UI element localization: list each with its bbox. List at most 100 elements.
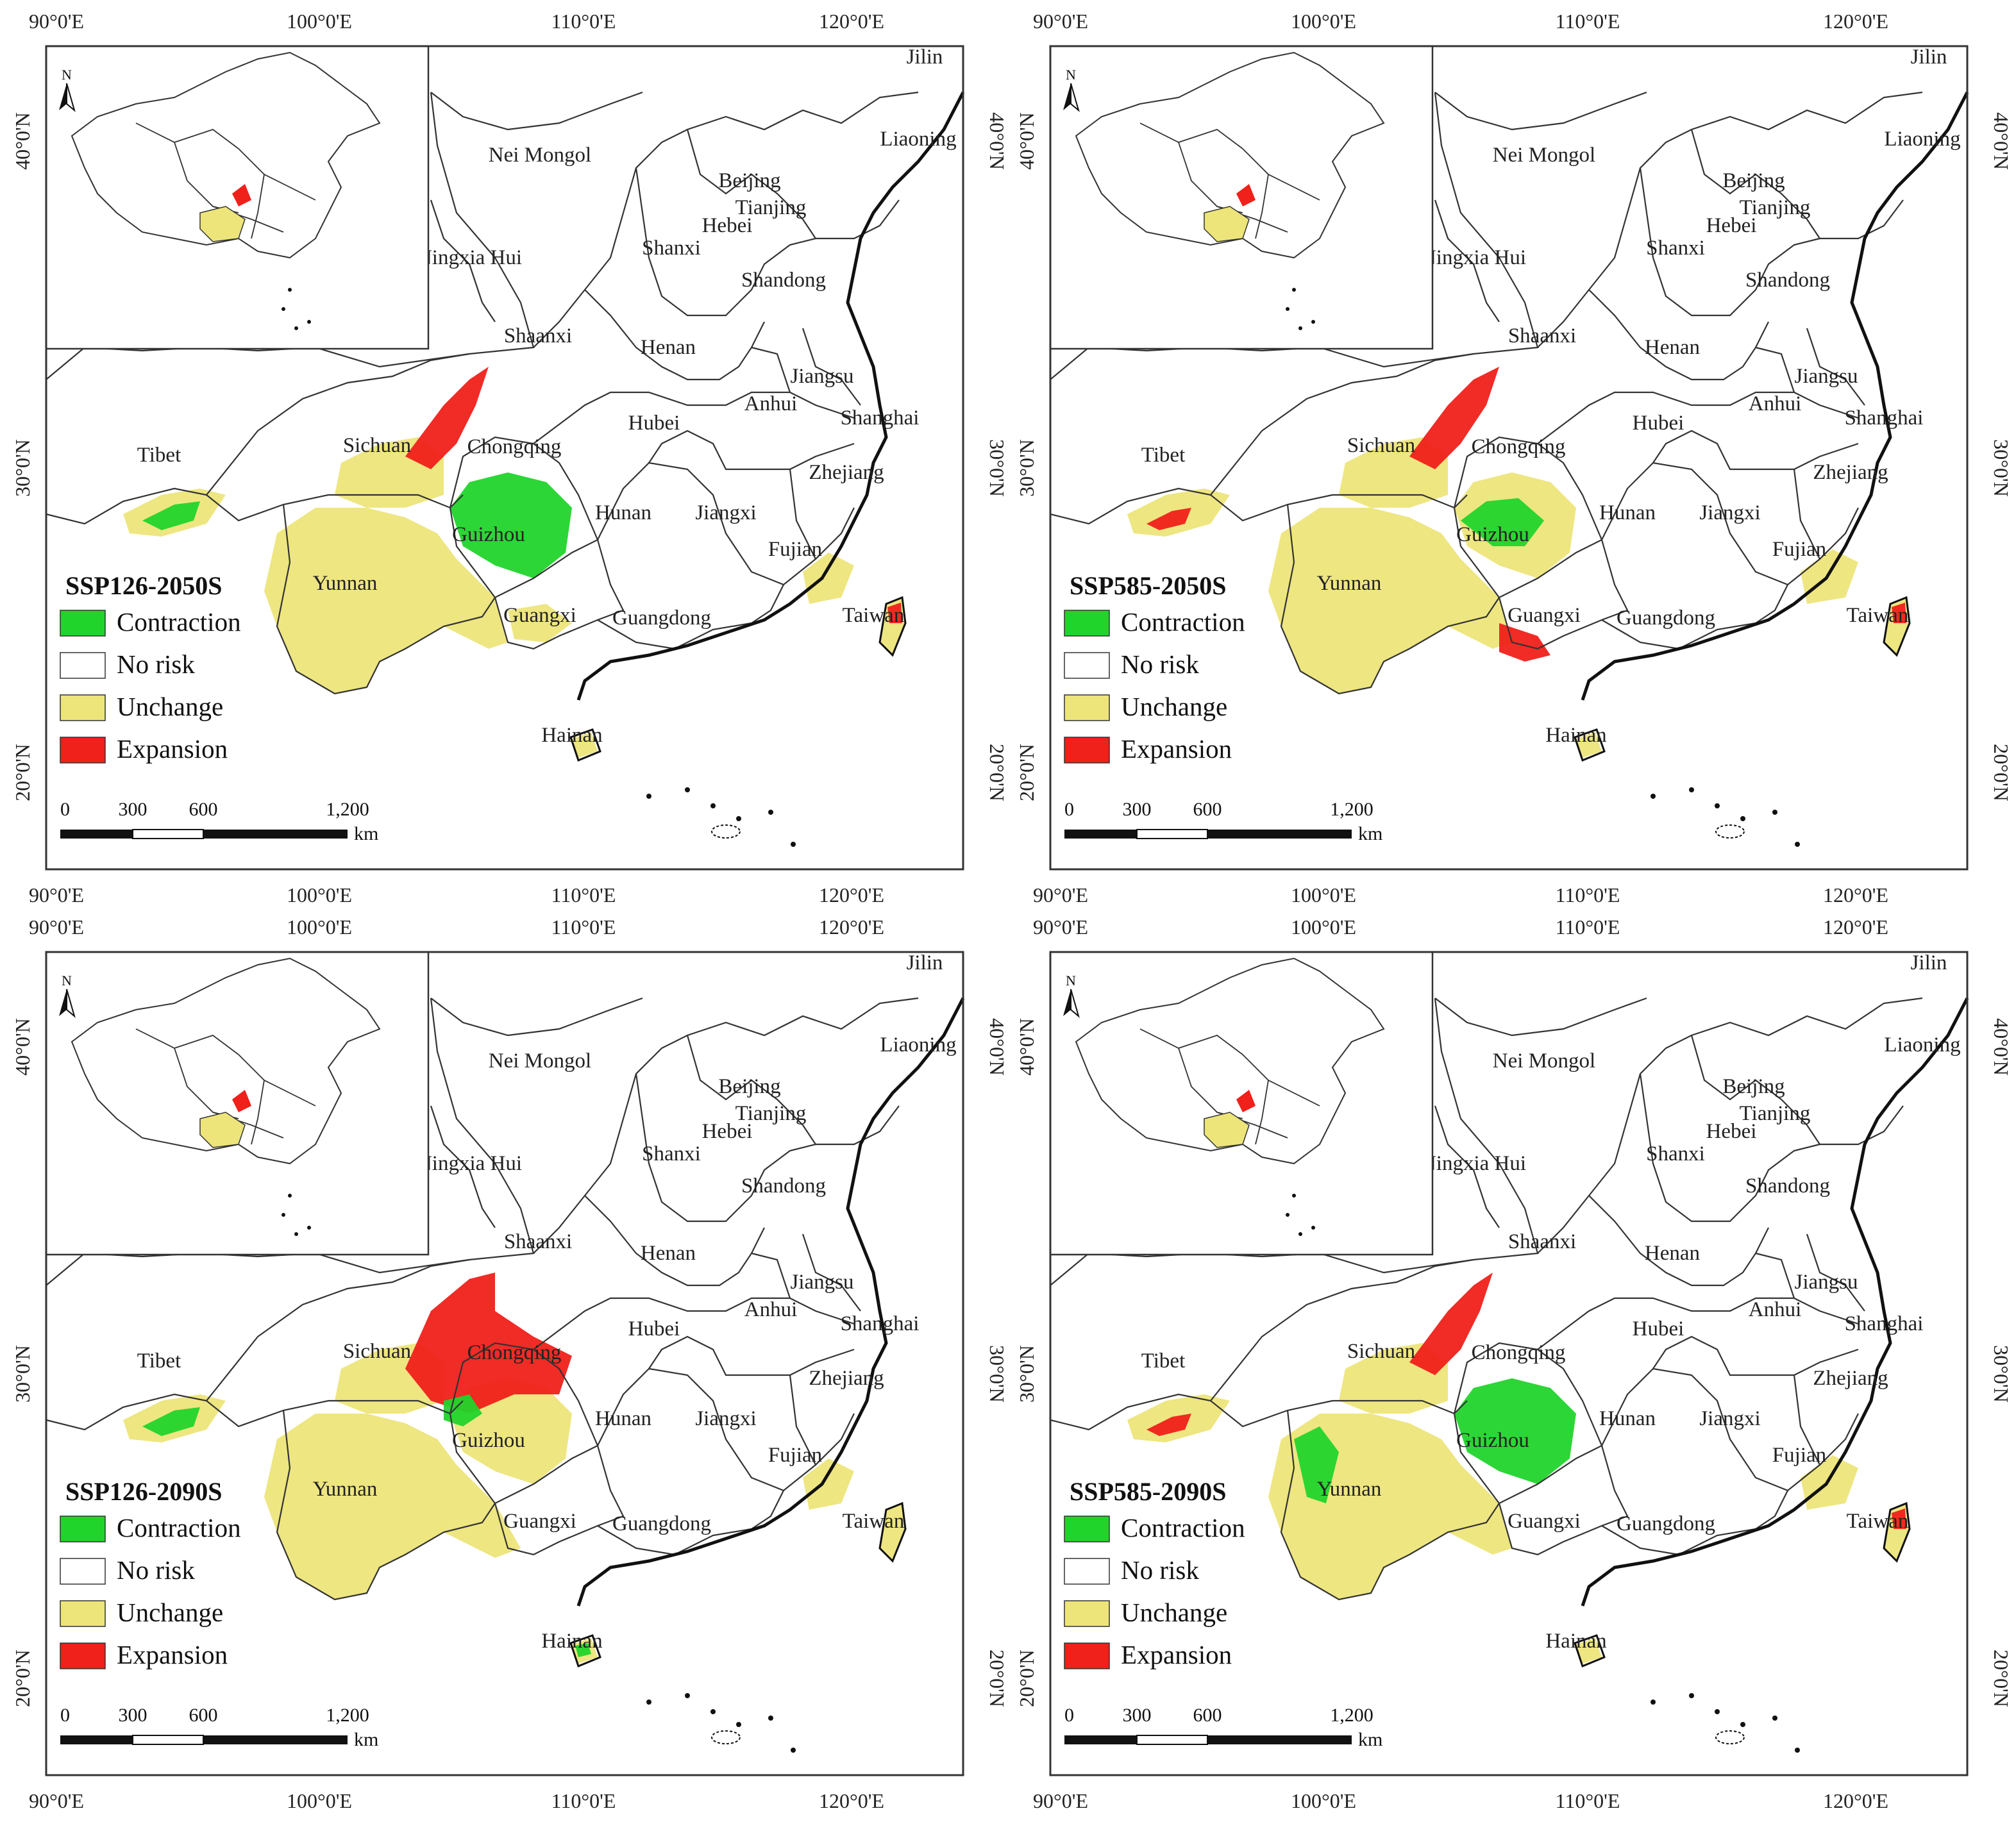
province-label: Henan [641,336,696,359]
island-dot [1740,816,1745,821]
lat-tick-left: 20°0'N [11,1649,34,1707]
habitat-region [1409,367,1499,469]
country-border [430,91,643,131]
island-dot [710,803,716,808]
habitat-region [572,732,598,758]
scenario-title: SSP585-2050S [1070,571,1227,600]
province-label: Fujian [1772,538,1826,561]
legend-label: Unchange [117,1598,223,1627]
province-border [1434,199,1500,322]
island-dot [646,794,651,799]
lat-tick-right: 20°0'N [1990,1649,2013,1707]
province-label: Guangdong [612,1512,711,1535]
province-label: Shanxi [642,1142,701,1165]
province-label: Jiangsu [1795,1271,1858,1294]
legend-label: No risk [117,1555,195,1585]
inset-habitat [232,1090,251,1112]
island-dot [791,1748,796,1753]
island-dot [710,1709,716,1714]
province-label: Taiwan [843,604,905,627]
habitat-region [405,367,489,469]
province-label: Hubei [628,1317,680,1340]
province-border [1050,1393,1468,1431]
province-border [1050,487,1468,525]
province-border [1210,353,1474,496]
province-border [686,1035,900,1146]
province-border [597,584,784,650]
habitat-region [1294,1426,1339,1503]
province-border [789,1374,816,1466]
lon-tick-top: 100°0'E [1291,915,1356,939]
province-label: Guangxi [503,1510,576,1533]
scale-tick-label: 300 [119,799,147,820]
scale-tick-label: 0 [1064,1705,1074,1726]
province-label: Ningxia Hui [417,1152,522,1175]
map-svg: 90°0'E 90°0'E 100°0'E 100°0'E 110°0'E 110°0'E… [1015,10,2013,906]
lat-tick-left: 30°0'N [1015,439,1038,497]
habitat-region [1576,1638,1602,1664]
lon-tick-bottom: 110°0'E [1556,883,1620,906]
lon-tick-top: 120°0'E [819,915,884,939]
province-label: Jilin [1911,46,1947,69]
legend-swatch [60,1642,106,1669]
province-border [276,1410,496,1601]
habitat-region [142,501,200,530]
lon-tick-bottom: 110°0'E [1556,1789,1620,1812]
taiwan-outline [878,596,907,657]
province-label: Hainan [1545,724,1606,747]
province-label: Hebei [1706,1120,1757,1143]
legend-swatch [1064,1642,1110,1669]
province-border [1806,1233,1865,1312]
scale-unit: km [354,1729,378,1750]
province-label: Hebei [702,1120,753,1143]
province-label: Shandong [1745,1174,1830,1198]
province-border [449,436,599,599]
map-panel-4: 90°0'E 90°0'E 100°0'E 100°0'E 110°0'E 110°0'E… [1004,906,2013,1813]
lon-tick-top: 90°0'E [1033,915,1088,939]
legend-swatch [60,694,106,721]
island-outline [711,1730,741,1744]
province-label: Hunan [595,501,651,524]
province-label: Taiwan [1847,1510,1909,1533]
lon-tick-top: 100°0'E [1291,10,1356,33]
island-outline [1715,824,1745,839]
province-label: Zhejiang [809,1367,884,1390]
taiwan-outline [878,1501,907,1563]
scale-tick-label: 300 [1123,799,1152,820]
province-label: Shaanxi [504,1230,572,1253]
province-label: Fujian [1772,1444,1826,1467]
province-border [1537,997,1923,1254]
province-label: Shanghai [1845,1312,1924,1335]
legend-swatch [60,1516,106,1542]
lon-tick-top: 90°0'E [1033,10,1088,33]
habitat-region [1409,1273,1493,1375]
province-label: Tianjing [1740,196,1811,219]
province-border [533,997,919,1254]
province-label: Shanghai [841,406,920,430]
inset-map: N [1049,45,1434,350]
province-border [206,353,470,496]
legend-swatch [60,652,106,679]
habitat-region [264,508,508,694]
north-arrow-icon: N [59,67,76,112]
province-label: Beijing [718,169,780,192]
province-border [597,1490,784,1556]
province-border [1793,1374,1820,1466]
taiwan-outline [1883,1501,1911,1563]
province-label: Anhui [744,392,798,415]
legend-label: Expansion [1121,734,1232,764]
province-border [1588,289,1769,381]
province-label: Liaoning [1884,1033,1960,1056]
province-label: Shaanxi [1508,1230,1576,1253]
scale-tick-label: 0 [60,799,70,820]
lat-tick-right: 30°0'N [1990,1345,2013,1403]
lon-tick-top: 120°0'E [1823,915,1888,939]
habitat-region [1892,603,1906,623]
legend-label: Contraction [1121,1513,1245,1542]
province-label: Shandong [1745,269,1830,292]
island-dot [1715,803,1720,808]
scale-tick-label: 600 [189,1705,218,1726]
hainan-outline [569,1634,601,1667]
lon-tick-bottom: 100°0'E [287,883,352,906]
lat-tick-left: 30°0'N [11,1345,34,1403]
